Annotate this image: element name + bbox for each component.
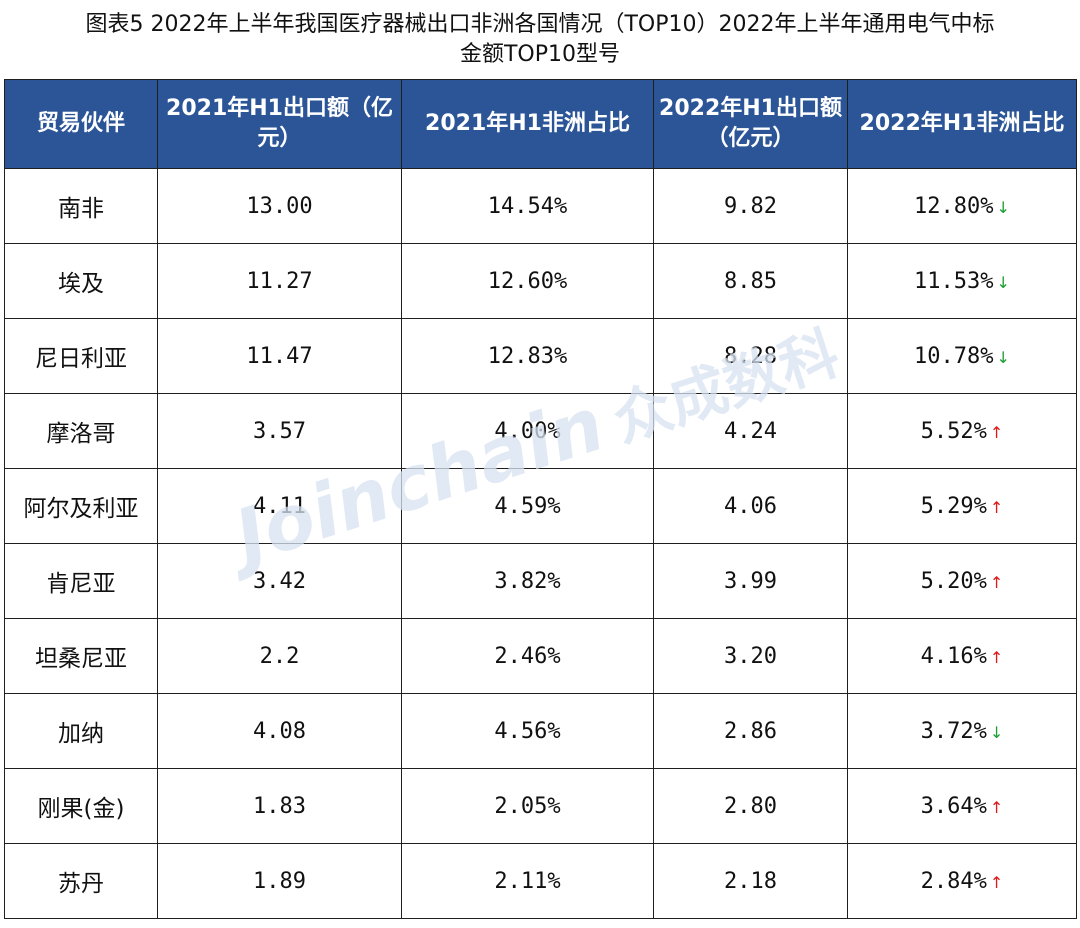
export-2022-cell: 4.06 [653,468,848,544]
share-2021-cell: 4.59% [401,468,654,544]
share-2022-cell: 10.78% ↓ [847,318,1077,394]
partner-cell: 阿尔及利亚 [4,468,158,544]
header-export-2021: 2021年H1出口额（亿元） [157,79,402,169]
export-2021-cell: 2.2 [157,618,402,694]
share-2022-value: 5.52% [920,418,987,444]
export-2021-cell: 3.42 [157,543,402,619]
share-2022-cell: 3.72% ↓ [847,693,1077,769]
arrow-up-icon: ↑ [989,647,1004,667]
share-2022-cell: 3.64% ↑ [847,768,1077,844]
share-2021-cell: 12.83% [401,318,654,394]
partner-cell: 尼日利亚 [4,318,158,394]
export-table: 贸易伙伴 2021年H1出口额（亿元） 2021年H1非洲占比 2022年H1出… [4,79,1077,919]
arrow-up-icon: ↑ [989,497,1004,517]
partner-cell: 刚果(金) [4,768,158,844]
share-2022-cell: 4.16% ↑ [847,618,1077,694]
table-row: 肯尼亚 3.42 3.82% 3.99 5.20% ↑ [4,543,1077,619]
export-2022-cell: 3.99 [653,543,848,619]
export-2021-cell: 1.83 [157,768,402,844]
export-2021-cell: 3.57 [157,393,402,469]
table-row: 摩洛哥 3.57 4.00% 4.24 5.52% ↑ [4,393,1077,469]
partner-cell: 坦桑尼亚 [4,618,158,694]
export-2021-cell: 4.11 [157,468,402,544]
export-2022-cell: 2.18 [653,843,848,919]
table-row: 坦桑尼亚 2.2 2.46% 3.20 4.16% ↑ [4,618,1077,694]
share-2022-cell: 12.80% ↓ [847,168,1077,244]
share-2022-value: 5.29% [920,493,987,519]
share-2022-cell: 2.84% ↑ [847,843,1077,919]
export-2021-cell: 13.00 [157,168,402,244]
table-row: 阿尔及利亚 4.11 4.59% 4.06 5.29% ↑ [4,468,1077,544]
export-2022-cell: 9.82 [653,168,848,244]
header-share-2022: 2022年H1非洲占比 [847,79,1077,169]
table-row: 埃及 11.27 12.60% 8.85 11.53% ↓ [4,243,1077,319]
share-2022-cell: 5.20% ↑ [847,543,1077,619]
caption-line-1: 图表5 2022年上半年我国医疗器械出口非洲各国情况（TOP10）2022年上半… [85,12,995,37]
partner-cell: 南非 [4,168,158,244]
share-2021-cell: 14.54% [401,168,654,244]
table-body: 南非 13.00 14.54% 9.82 12.80% ↓ 埃及 11.27 12.60% 8.8… [4,168,1077,919]
arrow-up-icon: ↑ [989,797,1004,817]
table-row: 刚果(金) 1.83 2.05% 2.80 3.64% ↑ [4,768,1077,844]
share-2021-cell: 2.05% [401,768,654,844]
table-row: 苏丹 1.89 2.11% 2.18 2.84% ↑ [4,843,1077,919]
header-partner: 贸易伙伴 [4,79,158,169]
export-2021-cell: 1.89 [157,843,402,919]
partner-cell: 肯尼亚 [4,543,158,619]
partner-cell: 摩洛哥 [4,393,158,469]
figure-caption: 图表5 2022年上半年我国医疗器械出口非洲各国情况（TOP10）2022年上半… [0,0,1080,78]
partner-cell: 苏丹 [4,843,158,919]
export-2022-cell: 2.86 [653,693,848,769]
arrow-up-icon: ↑ [989,572,1004,592]
share-2022-cell: 5.29% ↑ [847,468,1077,544]
share-2022-value: 12.80% [914,193,994,219]
arrow-up-icon: ↑ [989,872,1004,892]
share-2021-cell: 4.00% [401,393,654,469]
share-2022-cell: 11.53% ↓ [847,243,1077,319]
export-2021-cell: 11.27 [157,243,402,319]
share-2021-cell: 12.60% [401,243,654,319]
caption-line-2: 金额TOP10型号 [459,42,621,67]
header-row: 贸易伙伴 2021年H1出口额（亿元） 2021年H1非洲占比 2022年H1出… [4,79,1077,169]
export-2022-cell: 2.80 [653,768,848,844]
partner-cell: 埃及 [4,243,158,319]
export-2021-cell: 11.47 [157,318,402,394]
share-2022-value: 2.84% [920,868,987,894]
export-2022-cell: 8.28 [653,318,848,394]
share-2022-value: 3.64% [920,793,987,819]
export-2022-cell: 3.20 [653,618,848,694]
arrow-down-icon: ↓ [989,722,1004,742]
arrow-down-icon: ↓ [996,272,1010,292]
header-share-2021: 2021年H1非洲占比 [401,79,654,169]
table-row: 南非 13.00 14.54% 9.82 12.80% ↓ [4,168,1077,244]
table-row: 尼日利亚 11.47 12.83% 8.28 10.78% ↓ [4,318,1077,394]
share-2022-value: 5.20% [920,568,987,594]
export-2021-cell: 4.08 [157,693,402,769]
header-export-2022: 2022年H1出口额（亿元） [653,79,848,169]
share-2022-value: 4.16% [920,643,987,669]
share-2022-value: 10.78% [914,343,994,369]
export-2022-cell: 8.85 [653,243,848,319]
arrow-up-icon: ↑ [989,422,1004,442]
table-row: 加纳 4.08 4.56% 2.86 3.72% ↓ [4,693,1077,769]
share-2021-cell: 2.11% [401,843,654,919]
share-2021-cell: 3.82% [401,543,654,619]
partner-cell: 加纳 [4,693,158,769]
arrow-down-icon: ↓ [996,347,1010,367]
share-2022-value: 11.53% [914,268,994,294]
share-2022-value: 3.72% [920,718,987,744]
share-2021-cell: 2.46% [401,618,654,694]
share-2021-cell: 4.56% [401,693,654,769]
export-2022-cell: 4.24 [653,393,848,469]
share-2022-cell: 5.52% ↑ [847,393,1077,469]
arrow-down-icon: ↓ [996,197,1010,217]
